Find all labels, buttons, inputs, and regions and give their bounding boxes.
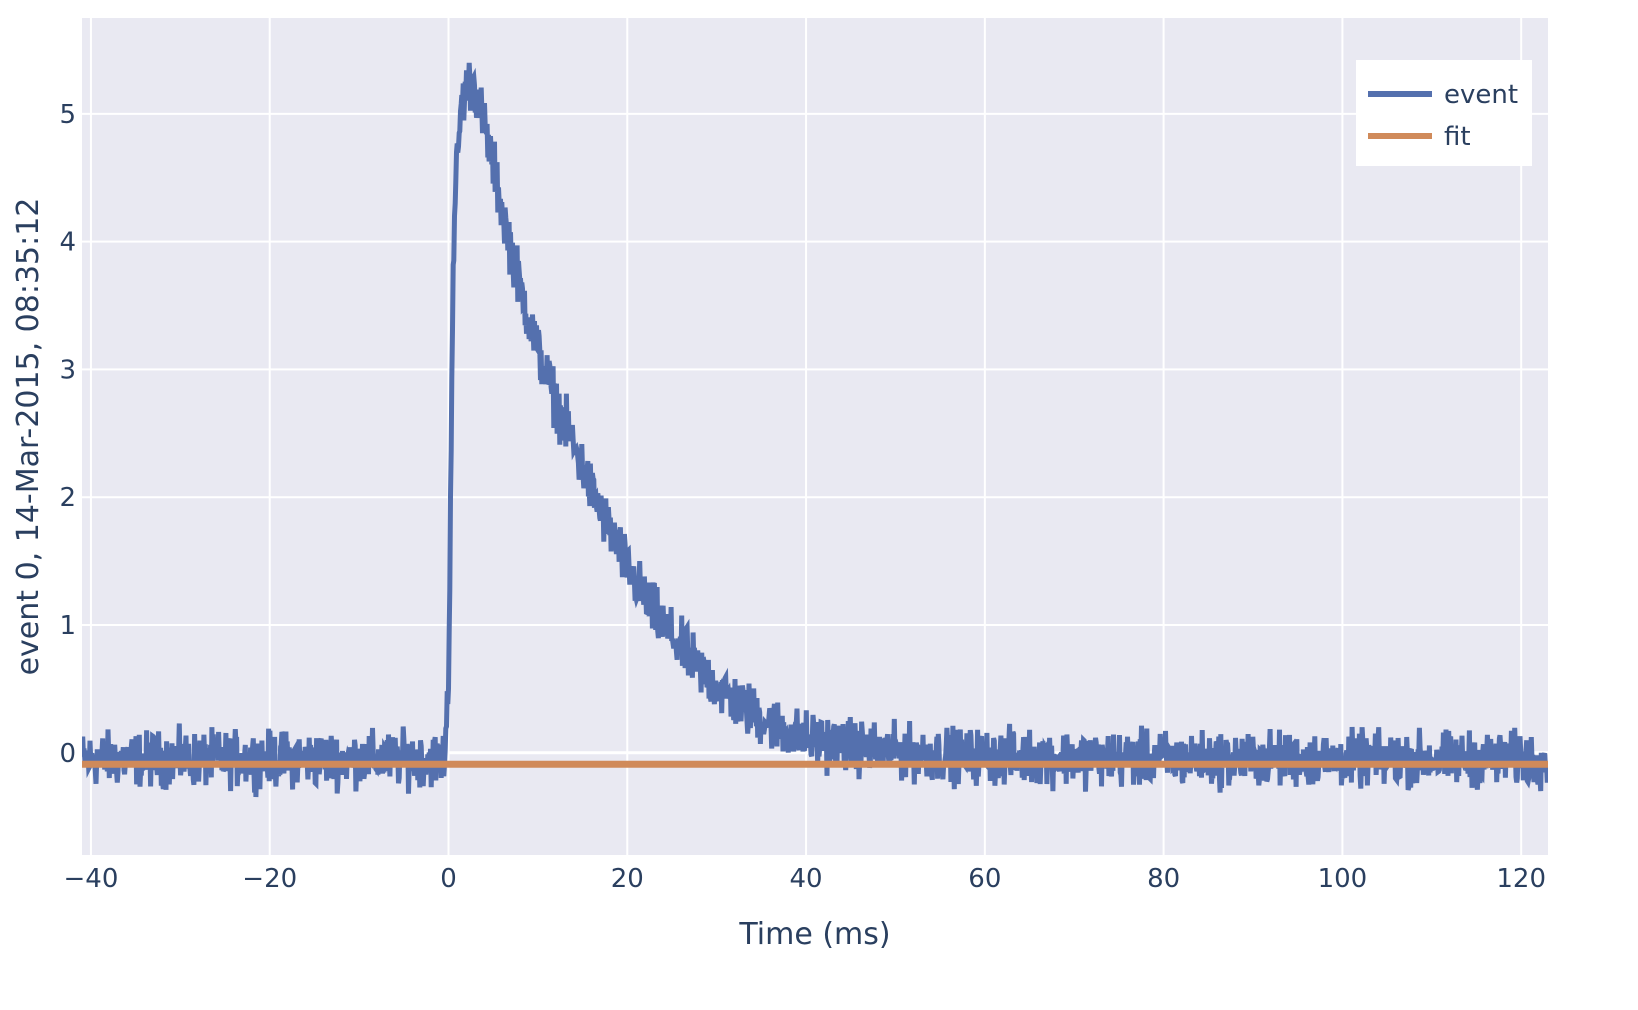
y-tick-label: 1 (59, 611, 76, 641)
x-tick-label: 20 (611, 864, 644, 894)
x-tick-label: 80 (1147, 864, 1180, 894)
y-tick-label: 0 (59, 739, 76, 769)
legend-label-fit[interactable]: fit (1444, 122, 1471, 152)
x-tick-label: 100 (1318, 864, 1368, 894)
legend[interactable]: event fit (1356, 60, 1532, 166)
grid-lines (82, 18, 1548, 855)
legend-box (1356, 60, 1532, 166)
x-tick-label: 60 (968, 864, 1001, 894)
x-tick-label: 40 (790, 864, 823, 894)
y-axis-title: event 0, 14-Mar-2015, 08:35:12 (11, 198, 46, 676)
x-tick-label: 120 (1496, 864, 1546, 894)
y-tick-label: 4 (59, 228, 76, 258)
y-tick-label: 5 (59, 100, 76, 130)
x-axis-ticks: −40 −20 0 20 40 60 80 100 120 (64, 864, 1547, 894)
y-tick-label: 2 (59, 483, 76, 513)
series-layer (82, 62, 1548, 798)
x-tick-label: −20 (242, 864, 297, 894)
x-tick-label: −40 (64, 864, 119, 894)
x-axis-title: Time (ms) (738, 917, 890, 952)
y-tick-label: 3 (59, 355, 76, 385)
legend-label-event[interactable]: event (1444, 80, 1518, 110)
x-tick-label: 0 (440, 864, 457, 894)
y-axis-ticks: 0 1 2 3 4 5 (59, 100, 76, 769)
